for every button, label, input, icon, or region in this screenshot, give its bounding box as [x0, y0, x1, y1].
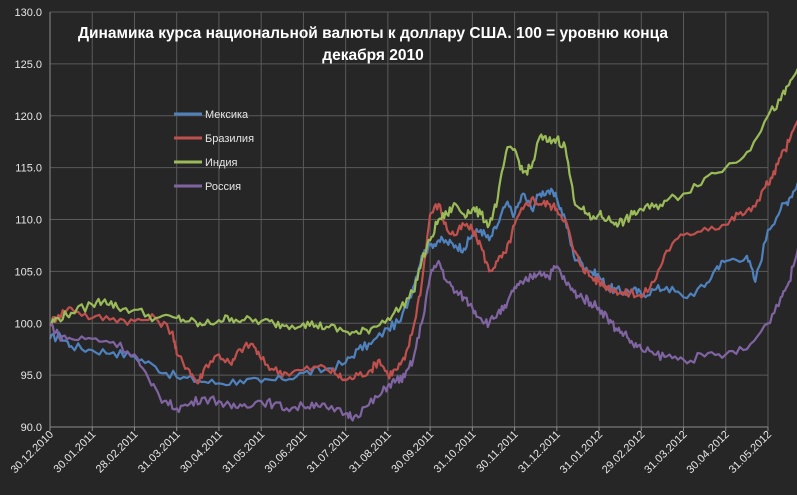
- y-tick-label: 90.0: [21, 422, 42, 434]
- y-tick-label: 100.0: [14, 318, 42, 330]
- y-tick-label: 115.0: [15, 163, 42, 175]
- legend-label: Индия: [205, 157, 238, 169]
- chart-title-line-2: декабря 2010: [322, 47, 424, 64]
- y-tick-label: 95.0: [21, 370, 42, 382]
- gridlines: [49, 11, 769, 428]
- series-line-1: [48, 182, 797, 387]
- y-tick-label: 130.0: [14, 7, 42, 19]
- chart-title-line-1: Динамика курса национальной валюты к дол…: [78, 25, 668, 42]
- legend: Мексика Бразилия Индия Россия: [174, 109, 254, 193]
- y-tick-label: 125.0: [14, 59, 42, 71]
- legend-label: Бразилия: [205, 133, 254, 145]
- series-lines: [48, 68, 797, 422]
- y-tick-label: 120.0: [14, 111, 42, 123]
- legend-label: Мексика: [205, 109, 249, 121]
- y-tick-label: 110.0: [15, 215, 42, 227]
- series-line-2: [49, 119, 797, 385]
- series-line-4: [49, 247, 797, 422]
- legend-label: Россия: [205, 181, 241, 193]
- y-tick-label: 105.0: [14, 266, 42, 278]
- series-line-3: [49, 68, 797, 336]
- chart-title: Динамика курса национальной валюты к дол…: [78, 25, 668, 64]
